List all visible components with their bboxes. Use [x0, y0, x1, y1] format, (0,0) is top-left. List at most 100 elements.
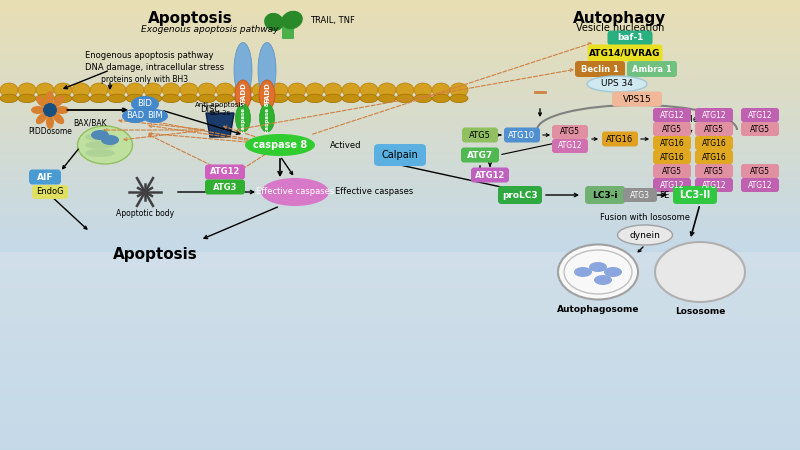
Polygon shape: [0, 0, 800, 250]
FancyBboxPatch shape: [607, 31, 653, 45]
Polygon shape: [0, 197, 800, 198]
Polygon shape: [0, 248, 800, 249]
Polygon shape: [0, 132, 800, 133]
Polygon shape: [0, 50, 800, 51]
Text: Actived: Actived: [330, 140, 362, 149]
Polygon shape: [0, 355, 800, 356]
Polygon shape: [0, 18, 800, 19]
Polygon shape: [0, 403, 800, 404]
Polygon shape: [0, 397, 800, 398]
FancyBboxPatch shape: [695, 150, 733, 164]
Polygon shape: [0, 375, 800, 376]
Text: Lososome: Lososome: [675, 307, 725, 316]
Polygon shape: [0, 388, 800, 389]
Polygon shape: [0, 290, 800, 291]
Text: ATG5: ATG5: [704, 125, 724, 134]
Polygon shape: [0, 158, 800, 159]
Text: BAD: BAD: [126, 112, 144, 121]
Ellipse shape: [131, 96, 159, 112]
Polygon shape: [0, 303, 800, 304]
Polygon shape: [0, 198, 800, 199]
Ellipse shape: [72, 83, 90, 97]
Polygon shape: [0, 424, 800, 425]
Polygon shape: [0, 109, 800, 110]
Polygon shape: [0, 296, 800, 297]
Text: ATG5: ATG5: [560, 127, 580, 136]
Ellipse shape: [108, 94, 126, 103]
Polygon shape: [0, 378, 800, 379]
Polygon shape: [0, 39, 800, 40]
Polygon shape: [0, 390, 800, 391]
Polygon shape: [0, 93, 800, 94]
Ellipse shape: [270, 94, 288, 103]
Polygon shape: [0, 384, 800, 385]
Polygon shape: [0, 432, 800, 433]
Polygon shape: [0, 259, 800, 260]
Polygon shape: [0, 176, 800, 177]
Polygon shape: [0, 36, 800, 37]
Text: Anti-apoptosis: Anti-apoptosis: [195, 102, 245, 108]
Polygon shape: [0, 189, 800, 190]
Polygon shape: [0, 241, 800, 242]
Polygon shape: [0, 194, 800, 195]
Text: Beclin 1: Beclin 1: [581, 64, 619, 73]
Polygon shape: [0, 229, 800, 230]
Polygon shape: [0, 367, 800, 368]
Polygon shape: [0, 318, 800, 319]
Ellipse shape: [450, 94, 468, 103]
Polygon shape: [0, 326, 800, 327]
Polygon shape: [0, 101, 800, 102]
Polygon shape: [0, 426, 800, 427]
Polygon shape: [0, 279, 800, 280]
Polygon shape: [0, 57, 800, 58]
Polygon shape: [0, 256, 800, 257]
Polygon shape: [0, 202, 800, 203]
Polygon shape: [0, 79, 800, 80]
Polygon shape: [0, 218, 800, 219]
Ellipse shape: [378, 94, 396, 103]
Polygon shape: [0, 239, 800, 240]
Ellipse shape: [604, 267, 622, 277]
Polygon shape: [0, 212, 800, 213]
Polygon shape: [0, 308, 800, 309]
Text: ATG12: ATG12: [660, 180, 684, 189]
Text: Vesicle extend: Vesicle extend: [667, 116, 733, 125]
FancyBboxPatch shape: [29, 170, 61, 184]
FancyBboxPatch shape: [498, 186, 542, 204]
Polygon shape: [0, 269, 800, 270]
Polygon shape: [0, 235, 800, 236]
Polygon shape: [0, 361, 800, 362]
Ellipse shape: [198, 94, 216, 103]
Polygon shape: [0, 312, 800, 313]
Polygon shape: [0, 29, 800, 30]
Polygon shape: [0, 344, 800, 345]
Polygon shape: [0, 38, 800, 39]
Ellipse shape: [36, 96, 47, 107]
Polygon shape: [0, 21, 800, 22]
Polygon shape: [0, 225, 800, 226]
Polygon shape: [0, 435, 800, 436]
Polygon shape: [0, 277, 800, 278]
Polygon shape: [0, 30, 800, 31]
Polygon shape: [0, 86, 800, 87]
Polygon shape: [0, 14, 800, 15]
Polygon shape: [0, 33, 800, 34]
Polygon shape: [0, 66, 800, 67]
Polygon shape: [0, 99, 800, 100]
Text: caspase 8: caspase 8: [241, 103, 246, 133]
Polygon shape: [0, 209, 800, 210]
Text: dynein: dynein: [630, 230, 661, 239]
Polygon shape: [0, 166, 800, 167]
Polygon shape: [0, 232, 800, 233]
Text: Bcl-2s: Bcl-2s: [210, 110, 230, 116]
Polygon shape: [0, 250, 800, 450]
Polygon shape: [0, 88, 800, 89]
Polygon shape: [0, 372, 800, 373]
Polygon shape: [0, 195, 800, 196]
Polygon shape: [0, 284, 800, 285]
Ellipse shape: [245, 134, 315, 156]
Polygon shape: [0, 408, 800, 409]
Polygon shape: [0, 380, 800, 381]
Polygon shape: [0, 351, 800, 352]
Polygon shape: [0, 368, 800, 369]
